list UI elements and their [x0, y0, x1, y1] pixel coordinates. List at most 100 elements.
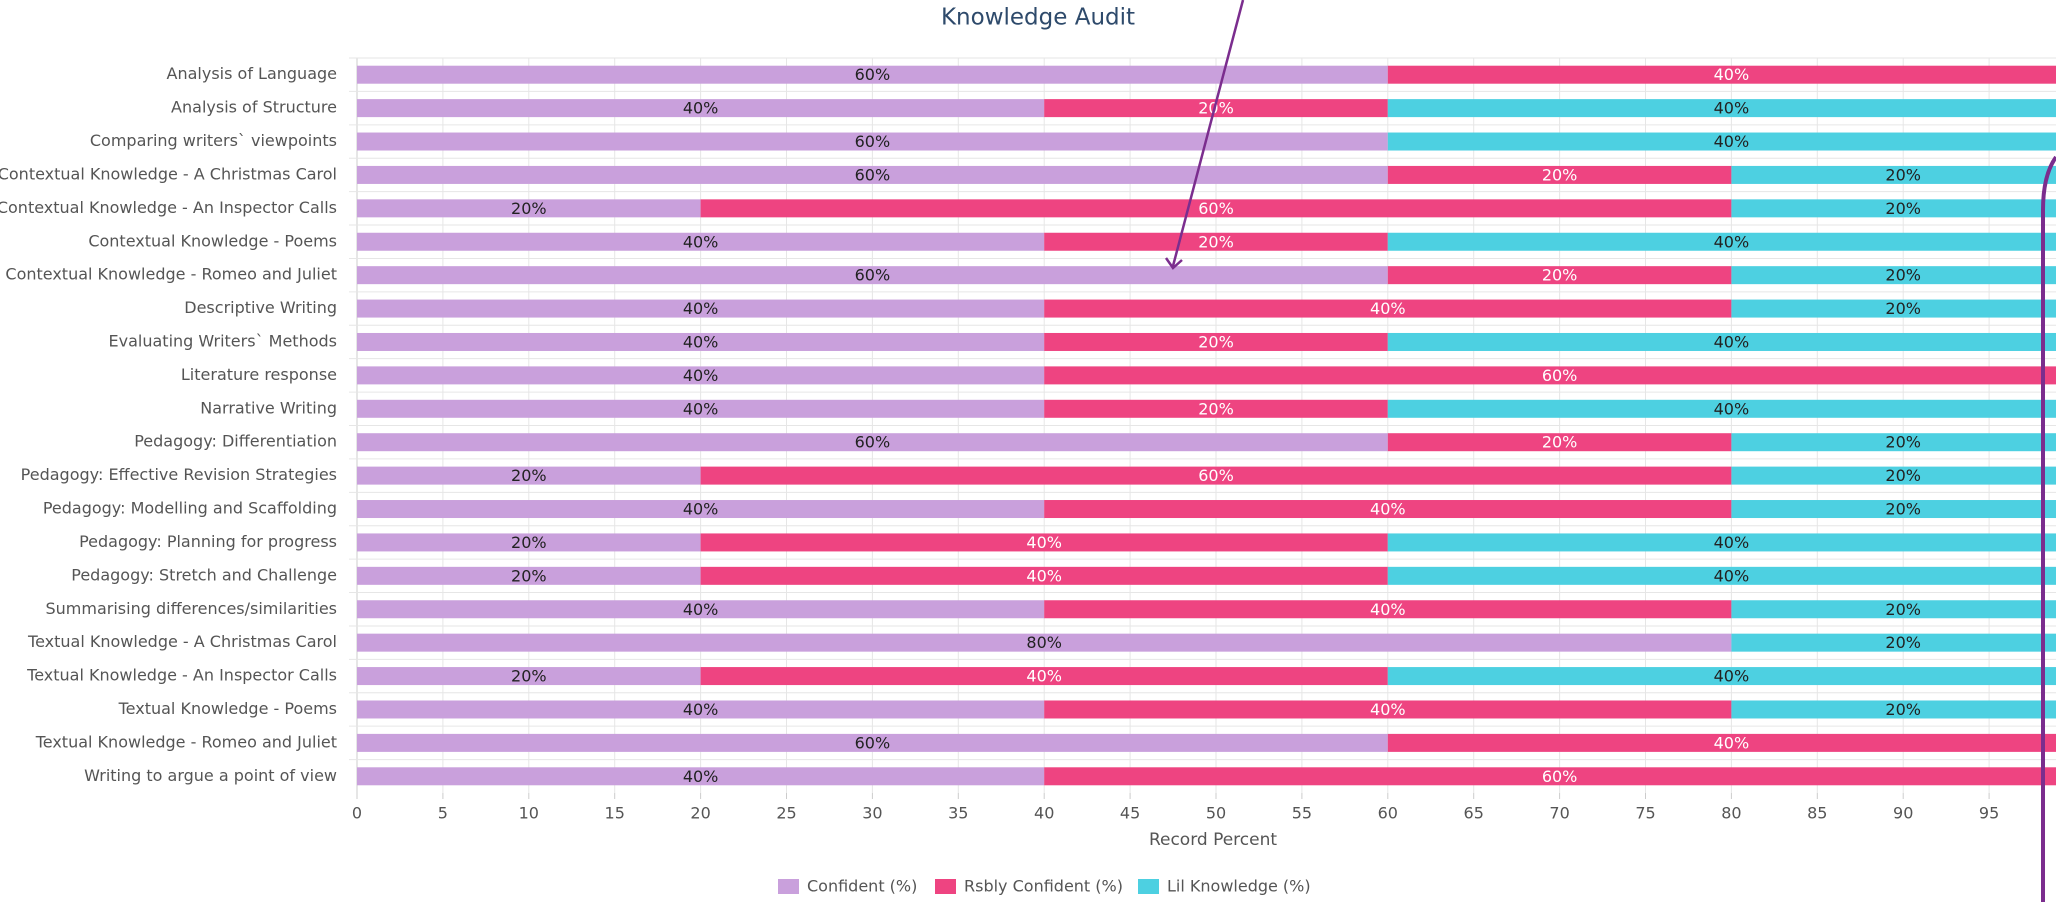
- bar-segment: [357, 767, 1045, 786]
- bar-segment: [357, 399, 1045, 418]
- bar-segment: [357, 667, 701, 686]
- bar-segment: [1387, 232, 2056, 251]
- bar-segment: [1731, 165, 2056, 184]
- data-label: 40%: [683, 399, 719, 418]
- bar-segment: [1731, 433, 2056, 452]
- y-tick-label: Analysis of Language: [167, 64, 337, 83]
- data-label: 60%: [855, 266, 891, 285]
- bar-segment: [1044, 700, 1732, 719]
- bar-segment: [357, 700, 1045, 719]
- data-label: 60%: [855, 165, 891, 184]
- bar-segment: [700, 566, 1388, 585]
- data-label: 40%: [683, 332, 719, 351]
- y-tick-label: Textual Knowledge - A Christmas Carol: [27, 632, 337, 651]
- bar-segment: [1387, 65, 2056, 84]
- data-label: 20%: [1885, 433, 1921, 452]
- data-label: 60%: [1198, 466, 1234, 485]
- y-tick-label: Narrative Writing: [200, 398, 337, 417]
- bar-segment: [1731, 600, 2056, 619]
- bar-segment: [357, 733, 1388, 752]
- y-tick-label: Pedagogy: Effective Revision Strategies: [21, 465, 337, 484]
- y-tick-label: Analysis of Structure: [171, 98, 337, 117]
- data-label: 20%: [1885, 633, 1921, 652]
- data-label: 20%: [1885, 266, 1921, 285]
- annotation-line: [2041, 155, 2056, 902]
- data-label: 60%: [855, 132, 891, 151]
- data-label: 40%: [1714, 566, 1750, 585]
- x-tick-label: 0: [352, 804, 362, 823]
- bar-segment: [1731, 500, 2056, 519]
- y-tick-label: Contextual Knowledge - Poems: [88, 231, 337, 250]
- bar-segment: [1387, 99, 2056, 118]
- y-tick-label: Comparing writers` viewpoints: [90, 131, 337, 150]
- y-tick-label: Pedagogy: Planning for progress: [79, 532, 337, 551]
- bar-segment: [357, 99, 1045, 118]
- y-tick-label: Contextual Knowledge - Romeo and Juliet: [5, 265, 337, 284]
- data-label: 40%: [1714, 232, 1750, 251]
- bar-segment: [357, 433, 1388, 452]
- data-label: 40%: [683, 767, 719, 786]
- y-tick-label: Pedagogy: Differentiation: [134, 432, 337, 451]
- bar-segment: [357, 299, 1045, 318]
- data-label: 20%: [1198, 99, 1234, 118]
- data-label: 40%: [1026, 667, 1062, 686]
- y-tick-label: Evaluating Writers` Methods: [109, 331, 337, 350]
- bar-segment: [1387, 733, 2056, 752]
- data-label: 40%: [683, 232, 719, 251]
- bar-segment: [357, 466, 701, 485]
- bar-segment: [1731, 266, 2056, 285]
- bar-segment: [357, 366, 1045, 385]
- data-label: 80%: [1026, 633, 1062, 652]
- legend-swatch: [1138, 879, 1159, 894]
- data-label: 20%: [511, 466, 547, 485]
- x-tick-label: 75: [1635, 804, 1655, 823]
- x-tick-label: 10: [519, 804, 539, 823]
- data-label: 20%: [1885, 500, 1921, 519]
- data-label: 20%: [1542, 165, 1578, 184]
- y-tick-label: Textual Knowledge - Poems: [118, 699, 337, 718]
- annotation-arrow: [1171, 0, 1245, 267]
- data-label: 20%: [511, 667, 547, 686]
- data-label: 20%: [1885, 299, 1921, 318]
- bar-segment: [1731, 700, 2056, 719]
- x-axis-label: Record Percent: [1149, 830, 1277, 850]
- y-tick-label: Writing to argue a point of view: [84, 766, 337, 785]
- data-label: 60%: [1542, 366, 1578, 385]
- data-label: 40%: [683, 700, 719, 719]
- x-tick-label: 50: [1206, 804, 1226, 823]
- bar-segment: [1044, 99, 1388, 118]
- x-tick-label: 15: [605, 804, 625, 823]
- legend-swatch: [935, 879, 956, 894]
- legend-label: Lil Knowledge (%): [1167, 877, 1311, 896]
- data-label: 20%: [511, 533, 547, 552]
- bar-segment: [1044, 399, 1388, 418]
- data-label: 40%: [1370, 500, 1406, 519]
- data-label: 40%: [1714, 65, 1750, 84]
- data-label: 60%: [855, 65, 891, 84]
- bar-segment: [357, 266, 1388, 285]
- x-tick-label: 80: [1721, 804, 1741, 823]
- y-tick-label: Contextual Knowledge - A Christmas Carol: [0, 164, 337, 183]
- data-label: 20%: [511, 199, 547, 218]
- y-tick-label: Literature response: [181, 365, 337, 384]
- data-label: 60%: [1198, 199, 1234, 218]
- bar-segment: [357, 165, 1388, 184]
- bar-segment: [357, 600, 1045, 619]
- data-label: 40%: [1714, 533, 1750, 552]
- bar-segment: [357, 332, 1045, 351]
- y-tick-label: Contextual Knowledge - An Inspector Call…: [0, 198, 337, 217]
- bar-segment: [1044, 767, 2056, 786]
- chart-title: Knowledge Audit: [941, 5, 1135, 31]
- bar-segment: [1731, 466, 2056, 485]
- data-label: 40%: [1370, 600, 1406, 619]
- data-label: 20%: [1885, 165, 1921, 184]
- bar-segment: [1387, 332, 2056, 351]
- x-tick-label: 5: [438, 804, 448, 823]
- x-tick-label: 30: [862, 804, 882, 823]
- bar-segment: [357, 533, 701, 552]
- data-label: 20%: [1198, 332, 1234, 351]
- bar-segment: [700, 199, 1732, 218]
- x-tick-label: 45: [1120, 804, 1140, 823]
- data-label: 20%: [1885, 466, 1921, 485]
